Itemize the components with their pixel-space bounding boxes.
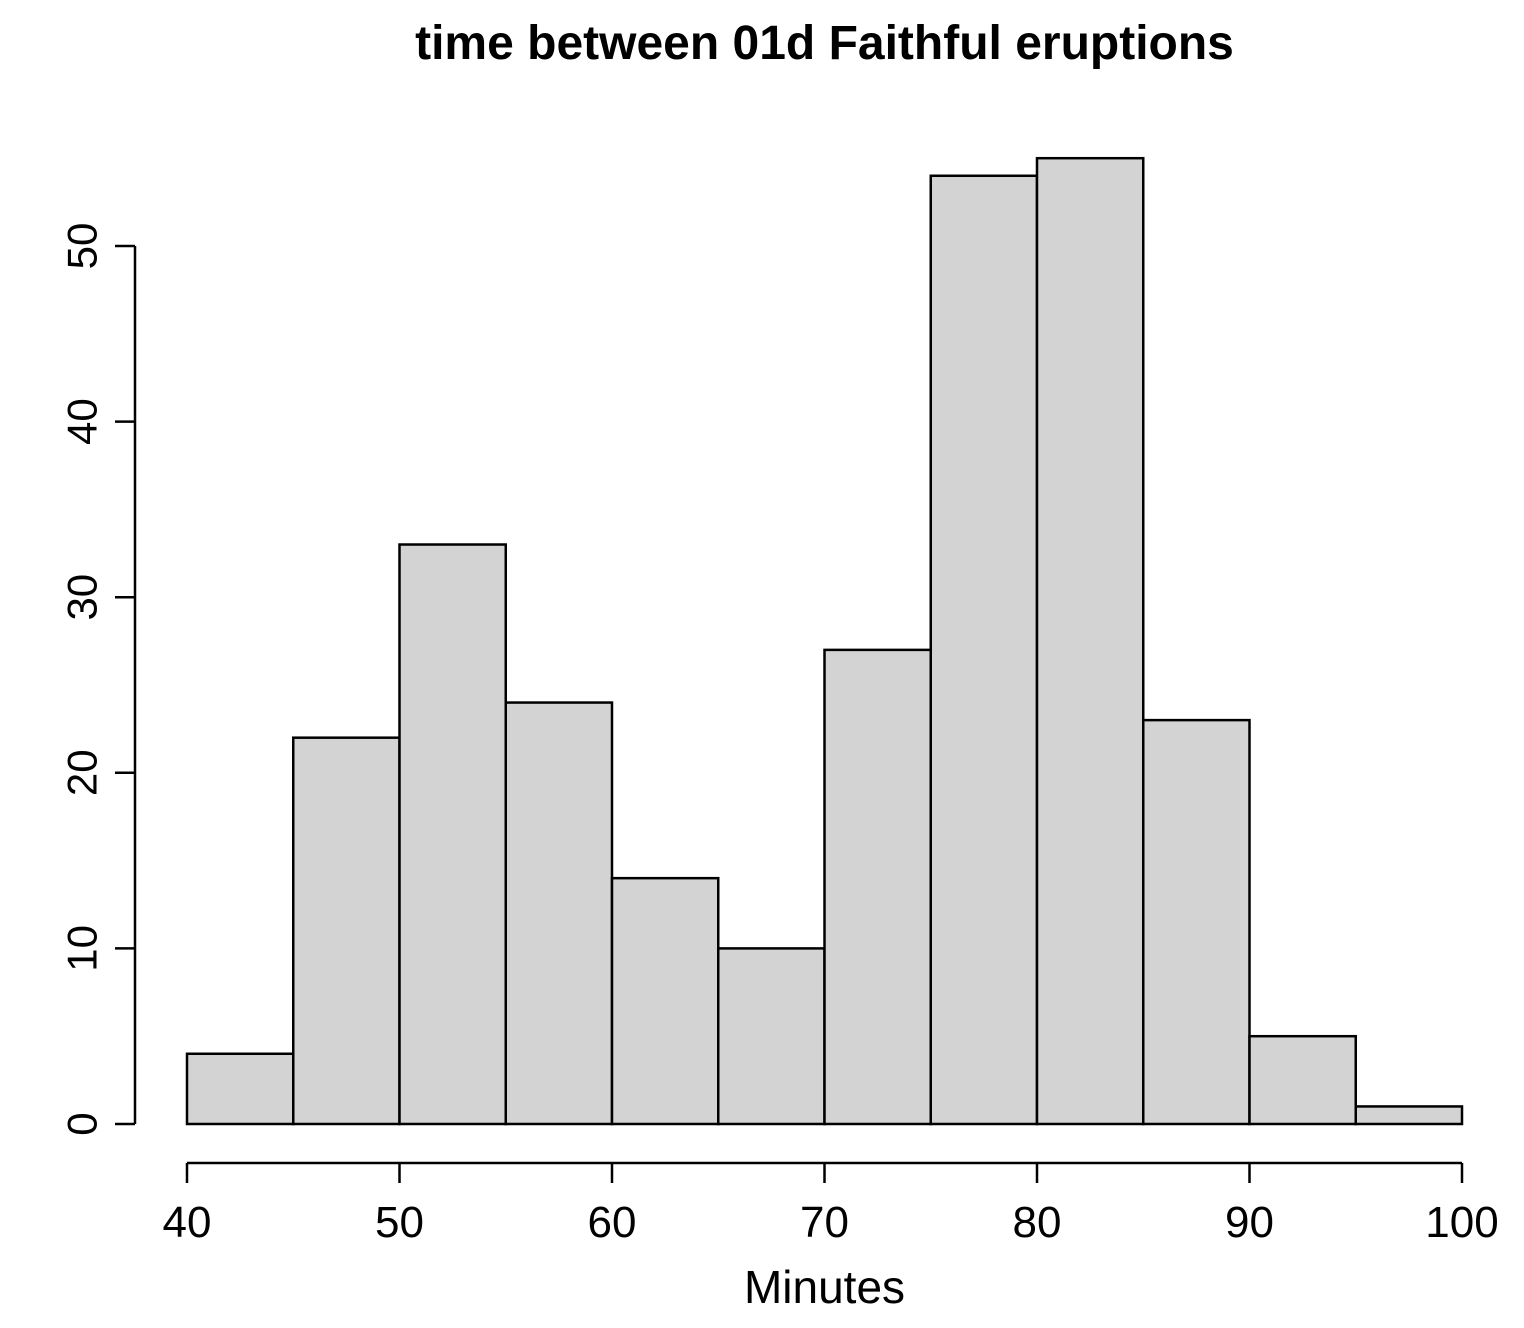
y-tick-label: 50: [59, 223, 106, 270]
x-tick-label: 80: [1013, 1198, 1062, 1247]
y-tick-label: 40: [59, 398, 106, 445]
x-tick-label: 50: [375, 1198, 424, 1247]
y-tick-label: 20: [59, 749, 106, 796]
histogram-bar: [929, 174, 1039, 1126]
histogram-bar: [1142, 718, 1251, 1126]
y-tick-label: 30: [59, 574, 106, 621]
y-tick-label: 10: [59, 925, 106, 972]
x-tick-label: 90: [1225, 1198, 1274, 1247]
x-tick-label: 100: [1425, 1198, 1498, 1247]
histogram-bar: [1354, 1105, 1464, 1126]
histogram-bar: [717, 947, 826, 1126]
histogram-bar: [185, 1052, 295, 1126]
histogram-bar: [398, 543, 507, 1126]
histogram-bar: [1035, 156, 1145, 1126]
x-tick-label: 40: [163, 1198, 212, 1247]
histogram-bar: [1248, 1034, 1357, 1126]
histogram-bar: [823, 648, 932, 1126]
histogram-bar: [504, 701, 614, 1126]
x-axis-label: Minutes: [743, 1261, 906, 1313]
y-tick-label: 0: [59, 1112, 106, 1135]
histogram-bar: [610, 876, 720, 1126]
x-tick-label: 70: [800, 1198, 849, 1247]
chart-title: time between 01d Faithful eruptions: [415, 17, 1234, 70]
histogram-bar: [292, 736, 401, 1126]
x-tick-label: 60: [588, 1198, 637, 1247]
